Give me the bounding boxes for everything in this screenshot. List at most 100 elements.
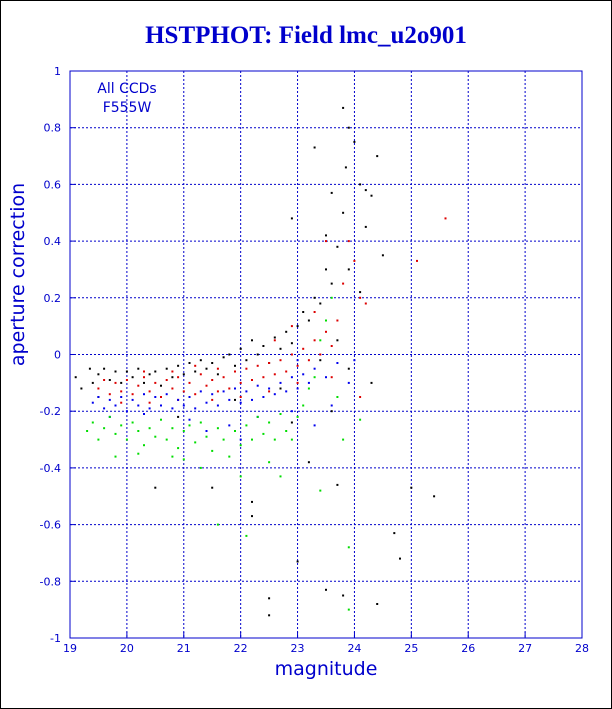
data-point (103, 379, 106, 381)
data-point (359, 418, 362, 421)
data-point (444, 217, 447, 220)
data-point (216, 523, 219, 526)
ticks: 19 20 21 22 23 24 25 26 27 28 -1 -0.8 -0.6 -0.4 -0.2 0 0… (40, 65, 589, 655)
data-point (228, 387, 231, 390)
data-point (131, 398, 134, 401)
y-tick-label: 0.8 (44, 122, 62, 135)
data-point (216, 373, 219, 376)
data-point (171, 455, 174, 458)
data-point (268, 421, 271, 424)
data-point (319, 489, 322, 492)
data-point (347, 126, 350, 129)
data-point (205, 430, 208, 432)
y-tick-label: 0.2 (44, 292, 62, 305)
data-point (342, 282, 345, 285)
data-point (296, 415, 299, 418)
data-point (251, 438, 253, 441)
x-tick-label: 19 (63, 642, 77, 655)
data-point (165, 393, 168, 396)
data-point (74, 376, 77, 379)
data-point (251, 339, 253, 342)
data-point (313, 339, 316, 342)
data-point (307, 319, 310, 322)
data-point (347, 546, 350, 549)
x-tick-label: 27 (518, 642, 532, 655)
data-point (313, 296, 316, 299)
data-point (103, 367, 106, 370)
data-point (143, 381, 145, 384)
data-point (313, 376, 316, 379)
data-point (302, 311, 305, 313)
data-point (131, 376, 134, 379)
data-point (239, 438, 242, 441)
data-point (143, 370, 145, 373)
data-point (359, 396, 362, 398)
data-point (234, 398, 236, 401)
data-point (165, 438, 168, 441)
data-point (325, 319, 327, 322)
data-point (91, 401, 94, 404)
data-point (228, 398, 231, 401)
data-point (245, 424, 248, 427)
data-point (222, 376, 225, 379)
data-point (279, 347, 282, 350)
data-point (205, 367, 208, 370)
data-point (103, 407, 106, 410)
data-point (342, 594, 345, 597)
data-point (344, 166, 347, 169)
data-point (154, 435, 157, 438)
data-point (108, 379, 111, 381)
x-tick-label: 21 (177, 642, 191, 655)
data-point (290, 376, 293, 379)
data-point (160, 418, 162, 421)
data-point (251, 515, 253, 518)
data-point (177, 415, 180, 418)
data-point (177, 398, 180, 401)
data-point (336, 483, 339, 486)
data-point (120, 396, 123, 398)
data-point (359, 291, 362, 294)
data-point (302, 404, 305, 407)
data-point (296, 560, 299, 563)
chart-title: HSTPHOT: Field lmc_u2o901 (145, 22, 467, 49)
data-point (165, 367, 168, 370)
data-point (108, 393, 111, 396)
grid (70, 71, 582, 638)
data-point (114, 455, 117, 458)
data-point (160, 384, 162, 387)
data-point (216, 427, 219, 430)
data-point (182, 390, 185, 393)
y-tick-label: -0.2 (40, 405, 61, 418)
data-point (188, 418, 191, 421)
data-point (325, 330, 327, 333)
x-tick-label: 25 (404, 642, 418, 655)
data-point (188, 362, 191, 364)
data-point (296, 364, 299, 367)
data-point (108, 415, 111, 418)
data-point (137, 452, 140, 455)
data-point (279, 359, 282, 362)
annotation-filter: F555W (103, 100, 152, 116)
data-point (251, 379, 253, 381)
data-point (177, 447, 180, 450)
data-point (239, 347, 242, 350)
data-point (188, 381, 191, 384)
data-point (285, 430, 288, 432)
data-point (160, 396, 162, 398)
data-point (342, 438, 345, 441)
data-point (273, 336, 276, 339)
data-point (279, 381, 282, 384)
x-tick-label: 28 (575, 642, 589, 655)
data-point (216, 367, 219, 370)
data-point (234, 387, 236, 390)
data-point (205, 401, 208, 404)
y-tick-label: 0 (54, 349, 61, 362)
data-point (171, 370, 174, 373)
data-point (364, 225, 367, 228)
data-point (182, 430, 185, 432)
data-point (143, 376, 145, 379)
data-point (296, 387, 299, 390)
data-point (211, 393, 214, 396)
data-point (154, 370, 157, 373)
data-point (239, 475, 242, 478)
